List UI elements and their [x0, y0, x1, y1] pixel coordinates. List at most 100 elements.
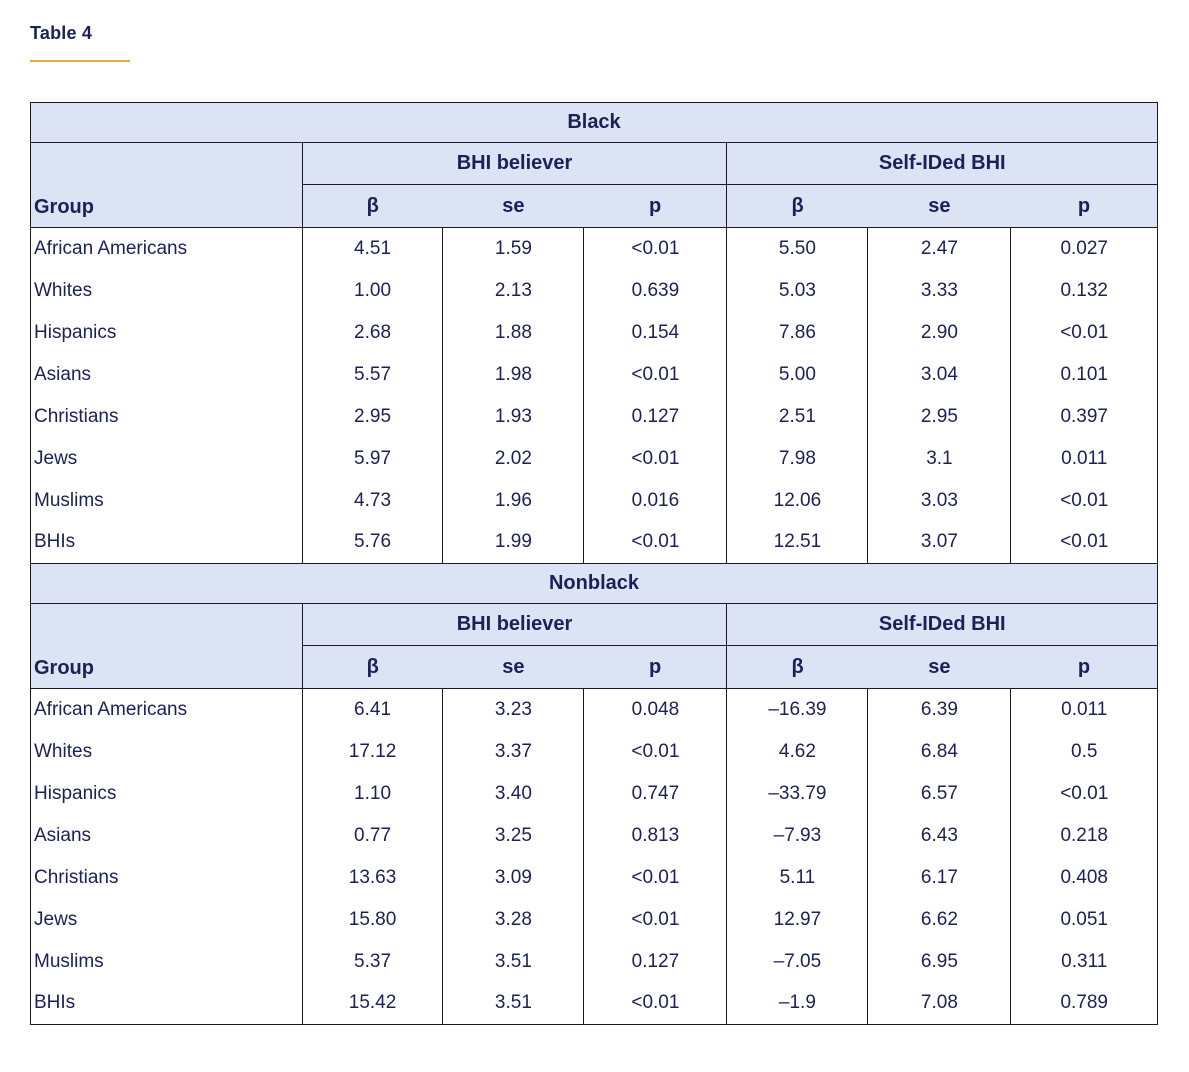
table-row: Whites 1.00 2.13 0.639 5.03 3.33 0.132	[30, 269, 1158, 312]
sub-header-beta: β	[726, 184, 868, 228]
value-cell: 0.011	[1010, 437, 1158, 480]
value-cell: 0.747	[583, 772, 727, 815]
table-row: Hispanics 2.68 1.88 0.154 7.86 2.90 <0.01	[30, 311, 1158, 354]
value-cell: 6.41	[301, 688, 443, 731]
group-cell: Whites	[30, 269, 303, 312]
value-cell: 7.98	[726, 437, 868, 480]
value-cell: <0.01	[583, 227, 727, 270]
value-cell: 3.33	[867, 269, 1011, 312]
value-cell: 15.42	[301, 982, 443, 1025]
colgroup-self-ided-bhi: Self-IDed BHI	[726, 603, 1158, 646]
value-cell: 6.62	[867, 898, 1011, 941]
title-accent-underline	[30, 60, 130, 62]
value-cell: 3.04	[867, 353, 1011, 396]
value-cell: 1.00	[301, 269, 443, 312]
colgroup-bhi-believer: BHI believer	[301, 142, 727, 185]
value-cell: 2.47	[867, 227, 1011, 270]
section-label-black: Black	[30, 102, 1158, 143]
table-row: African Americans 6.41 3.23 0.048 –16.39 6.39…	[30, 688, 1158, 731]
value-cell: 1.93	[442, 395, 584, 438]
sub-header-se: se	[442, 645, 584, 689]
value-cell: 3.40	[442, 772, 584, 815]
sub-header-beta: β	[301, 184, 443, 228]
value-cell: <0.01	[583, 898, 727, 941]
value-cell: <0.01	[583, 437, 727, 480]
table-row: Muslims 5.37 3.51 0.127 –7.05 6.95 0.311	[30, 940, 1158, 983]
value-cell: <0.01	[1010, 521, 1158, 564]
sub-header-row: β se p β se p	[31, 184, 1158, 228]
table-row: Jews 5.97 2.02 <0.01 7.98 3.1 0.011	[30, 437, 1158, 480]
value-cell: 0.397	[1010, 395, 1158, 438]
results-table: Black Group BHI believer Self-IDed BHI β…	[30, 102, 1158, 1025]
value-cell: 6.39	[867, 688, 1011, 731]
colgroup-bhi-believer: BHI believer	[301, 603, 727, 646]
value-cell: 5.76	[301, 521, 443, 564]
value-cell: 0.789	[1010, 982, 1158, 1025]
value-cell: 5.97	[301, 437, 443, 480]
table-row: African Americans 4.51 1.59 <0.01 5.50 2.47 0.…	[30, 227, 1158, 270]
value-cell: 6.43	[867, 814, 1011, 857]
value-cell: 13.63	[301, 856, 443, 899]
column-group-row: Group BHI believer Self-IDed BHI	[30, 603, 1158, 689]
group-cell: Christians	[30, 856, 303, 899]
table-row: Asians 0.77 3.25 0.813 –7.93 6.43 0.218	[30, 814, 1158, 857]
sub-header-p: p	[1010, 645, 1158, 689]
group-cell: Jews	[30, 898, 303, 941]
value-cell: 17.12	[301, 730, 443, 773]
value-cell: 3.28	[442, 898, 584, 941]
group-cell: Asians	[30, 814, 303, 857]
section-band-row: Black	[30, 102, 1158, 143]
value-cell: 12.97	[726, 898, 868, 941]
section-label-nonblack: Nonblack	[30, 563, 1158, 604]
value-cell: 1.99	[442, 521, 584, 564]
column-group-row: Group BHI believer Self-IDed BHI	[30, 142, 1158, 228]
value-cell: 5.00	[726, 353, 868, 396]
group-column-header: Group	[30, 142, 303, 228]
value-cell: <0.01	[583, 521, 727, 564]
value-cell: 2.68	[301, 311, 443, 354]
value-cell: 3.51	[442, 940, 584, 983]
value-cell: 4.51	[301, 227, 443, 270]
value-cell: 7.08	[867, 982, 1011, 1025]
group-cell: Hispanics	[30, 311, 303, 354]
section-band-row: Nonblack	[30, 563, 1158, 604]
value-cell: 3.03	[867, 479, 1011, 522]
table-row: BHIs 5.76 1.99 <0.01 12.51 3.07 <0.01	[30, 521, 1158, 564]
value-cell: <0.01	[1010, 311, 1158, 354]
value-cell: <0.01	[583, 982, 727, 1025]
value-cell: 0.127	[583, 395, 727, 438]
value-cell: <0.01	[1010, 479, 1158, 522]
value-cell: 5.11	[726, 856, 868, 899]
value-cell: 2.90	[867, 311, 1011, 354]
colgroup-self-ided-bhi: Self-IDed BHI	[726, 142, 1158, 185]
value-cell: 2.95	[867, 395, 1011, 438]
group-cell: Jews	[30, 437, 303, 480]
value-cell: –16.39	[726, 688, 868, 731]
value-cell: 0.311	[1010, 940, 1158, 983]
value-cell: –1.9	[726, 982, 868, 1025]
section-nonblack-header: Nonblack Group BHI believer Self-IDed BH…	[30, 563, 1158, 689]
group-cell: BHIs	[30, 521, 303, 564]
value-cell: 1.96	[442, 479, 584, 522]
sub-header-se: se	[442, 184, 584, 228]
value-cell: 0.101	[1010, 353, 1158, 396]
value-cell: 0.639	[583, 269, 727, 312]
page-title: Table 4	[30, 23, 93, 43]
value-cell: –33.79	[726, 772, 868, 815]
sub-header-se: se	[867, 184, 1011, 228]
value-cell: 3.25	[442, 814, 584, 857]
value-cell: 3.07	[867, 521, 1011, 564]
group-cell: Muslims	[30, 479, 303, 522]
group-cell: Christians	[30, 395, 303, 438]
value-cell: 4.62	[726, 730, 868, 773]
value-cell: 7.86	[726, 311, 868, 354]
value-cell: 2.02	[442, 437, 584, 480]
group-cell: BHIs	[30, 982, 303, 1025]
value-cell: <0.01	[583, 730, 727, 773]
value-cell: 0.132	[1010, 269, 1158, 312]
table-row: Jews 15.80 3.28 <0.01 12.97 6.62 0.051	[30, 898, 1158, 941]
value-cell: 0.813	[583, 814, 727, 857]
value-cell: 3.51	[442, 982, 584, 1025]
value-cell: <0.01	[583, 353, 727, 396]
